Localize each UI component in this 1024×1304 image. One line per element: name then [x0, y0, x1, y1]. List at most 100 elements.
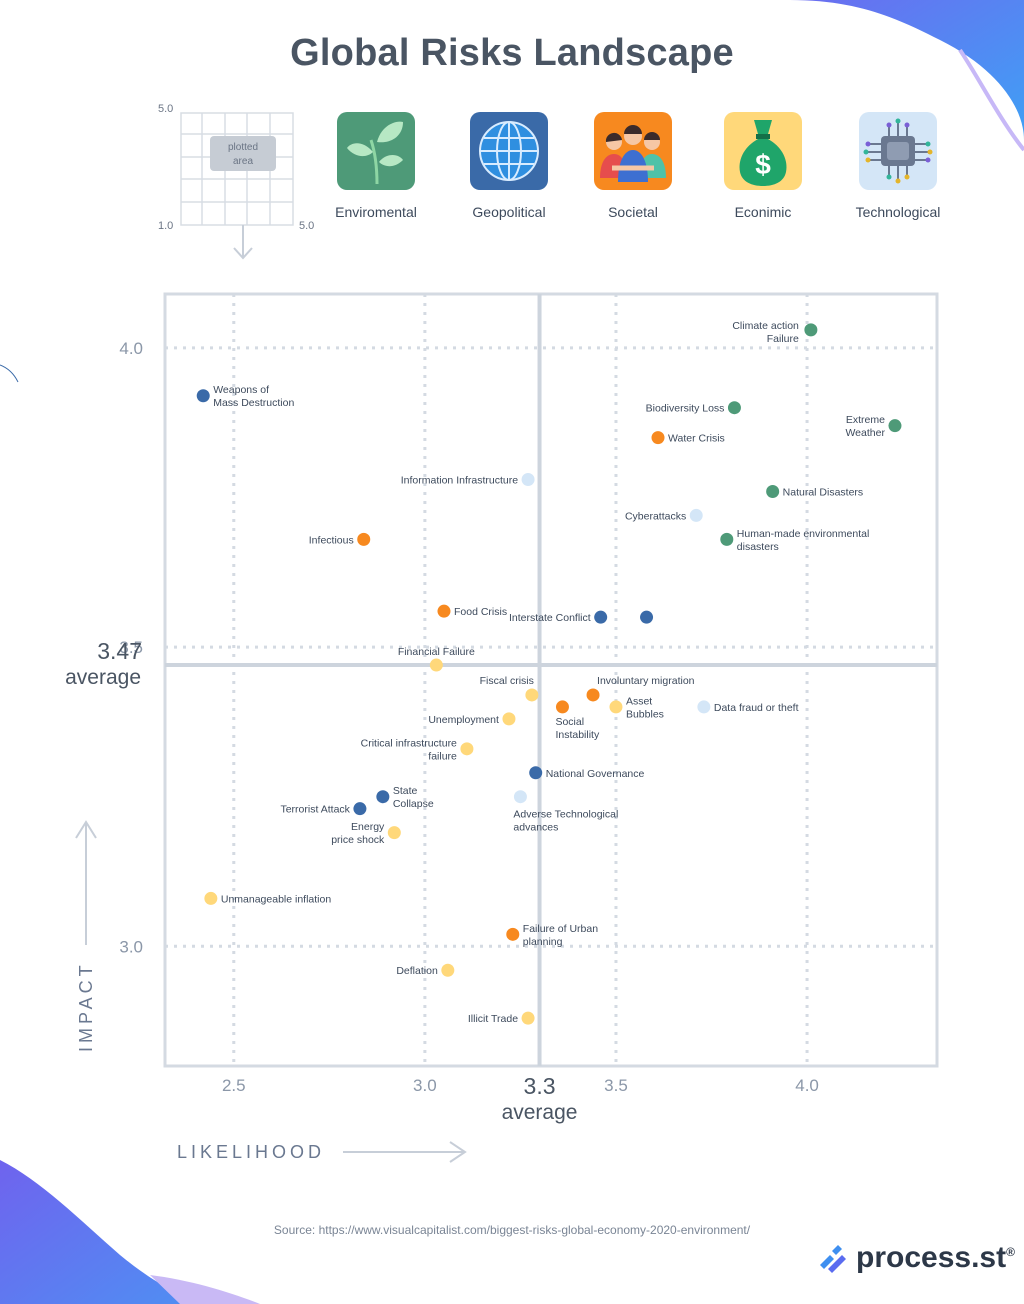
circuit-chip-icon [859, 112, 937, 190]
risk-marker [376, 790, 390, 804]
risk-marker [502, 712, 516, 726]
risk-point: Water Crisis [651, 431, 725, 445]
risk-marker [437, 604, 451, 618]
risk-label: Bubbles [626, 708, 664, 720]
risk-point: Illicit Trade [468, 1011, 535, 1025]
risk-label: Weapons of [213, 384, 269, 396]
risk-point: Cyberattacks [625, 508, 703, 522]
risk-label: Collapse [393, 798, 434, 810]
risk-point: Financial Failure [398, 646, 475, 672]
top-right-blob [790, 0, 1024, 140]
risk-point: Infectious [309, 532, 371, 546]
legend-category-enviromental: Enviromental [311, 112, 441, 220]
risk-label: Critical infrastructure [361, 737, 457, 749]
legend-category-label: Econimic [734, 204, 792, 220]
risk-label: Climate action [732, 320, 799, 332]
risk-label: Cyberattacks [625, 510, 686, 522]
brand-name: process [856, 1241, 972, 1274]
average-y-label: average [65, 666, 141, 689]
risk-marker [529, 766, 543, 780]
risk-point: Unemployment [428, 712, 516, 726]
risk-marker [640, 610, 654, 624]
legend-category-geopolitical: Geopolitical [444, 112, 574, 220]
legend-category-econimic: $ Econimic [698, 112, 828, 220]
x-tick-label: 3.5 [604, 1076, 628, 1095]
plotted-area-box [210, 136, 276, 171]
risk-label: Biodiversity Loss [646, 403, 725, 415]
plot-frame [163, 292, 939, 1068]
plotted-area-legend: plotted area 5.0 1.0 5.0 [158, 103, 314, 260]
legend-category-societal: Societal [568, 112, 698, 220]
risk-marker [766, 484, 780, 498]
risk-label: Instability [555, 729, 600, 741]
risk-point: Food Crisis [437, 604, 507, 618]
risk-label: Terrorist Attack [280, 804, 350, 816]
risk-label: Extreme [846, 414, 885, 426]
average-x-value: 3.3 [524, 1073, 556, 1099]
left-edge-accent [0, 364, 19, 383]
y-axis-title: IMPACT [76, 961, 96, 1052]
risk-marker [697, 700, 711, 714]
risk-marker [727, 401, 741, 415]
risk-label: Unmanageable inflation [221, 893, 331, 905]
right-arrow-icon [343, 1141, 467, 1163]
risk-marker [609, 700, 623, 714]
risk-label: Financial Failure [398, 646, 475, 658]
risk-label: Involuntary migration [597, 675, 695, 687]
risk-marker [204, 891, 218, 905]
risk-point: Data fraud or theft [697, 700, 799, 714]
risk-marker [651, 431, 665, 445]
risk-label: Infectious [309, 534, 354, 546]
risk-marker [555, 700, 569, 714]
risk-marker [594, 610, 608, 624]
risk-point: Biodiversity Loss [646, 401, 741, 415]
brand-suffix: .st [971, 1241, 1007, 1274]
down-arrow-icon [233, 225, 253, 260]
mini-grid-x-right: 5.0 [299, 220, 314, 232]
risk-label: Failure of Urban [523, 923, 598, 935]
risk-label: disasters [737, 541, 779, 553]
risk-point: Terrorist Attack [280, 802, 367, 816]
x-tick-label: 4.0 [795, 1076, 819, 1095]
risk-label: Information Infrastructure [401, 475, 518, 487]
risk-point: Natural Disasters [766, 484, 864, 498]
bottom-left-blob [0, 1160, 200, 1304]
globe-icon [470, 112, 548, 190]
risk-marker [525, 688, 539, 702]
y-tick-label: 3.5 [119, 638, 143, 657]
risk-marker [196, 389, 210, 403]
risk-marker [357, 532, 371, 546]
risk-marker [689, 508, 703, 522]
risk-label: Food Crisis [454, 606, 507, 618]
risk-point: Interstate Conflict [509, 610, 608, 624]
risk-label: Weather [845, 427, 885, 439]
risk-marker [387, 826, 401, 840]
risk-label: advances [513, 822, 558, 834]
risk-label: Social [555, 716, 584, 728]
x-tick-label: 3.0 [413, 1076, 437, 1095]
process-st-logo-icon [820, 1245, 846, 1273]
source-credit: Source: https://www.visualcapitalist.com… [273, 1223, 751, 1237]
risk-label: Interstate Conflict [509, 612, 591, 624]
mini-grid-y-top: 5.0 [158, 103, 173, 115]
risk-marker [441, 963, 455, 977]
risk-marker [429, 658, 443, 672]
risk-label: planning [523, 936, 563, 948]
risk-label: Deflation [396, 965, 438, 977]
average-y-value: 3.47 [97, 638, 142, 664]
risk-point: Involuntary migration [586, 675, 695, 702]
risk-point: Fiscal crisis [480, 675, 539, 702]
risk-label: Natural Disasters [783, 486, 864, 498]
risk-label: Unemployment [428, 714, 499, 726]
risk-marker [521, 1011, 535, 1025]
risk-point: Deflation [396, 963, 455, 977]
risk-point: Information Infrastructure [401, 473, 535, 487]
people-icon [594, 112, 672, 190]
